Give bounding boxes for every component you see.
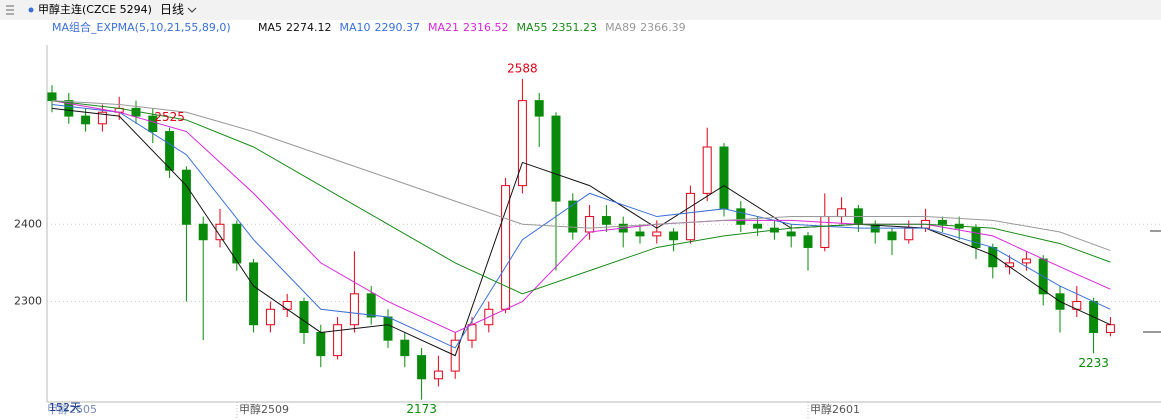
header-bar — [0, 0, 1161, 20]
candle-body — [417, 355, 427, 380]
candle-body — [1105, 324, 1115, 333]
candle-body — [316, 331, 326, 357]
candle-body — [635, 231, 645, 237]
ma-line — [51, 100, 1111, 252]
candle-body — [467, 324, 477, 341]
menu-icon[interactable] — [6, 5, 14, 15]
x-label: 甲醇2505 — [47, 402, 97, 416]
candle-body — [181, 169, 191, 225]
candle-body — [753, 223, 763, 229]
candle-body — [64, 100, 74, 117]
candle-body — [81, 115, 91, 125]
legend-name: MA5 — [258, 21, 282, 34]
candle-body — [719, 146, 729, 210]
candle-body — [383, 316, 393, 341]
candle-body — [937, 219, 947, 225]
candle-body — [601, 216, 611, 225]
extreme-label: 2588 — [507, 62, 538, 76]
indicator[interactable]: MA组合_EXPMA(5,10,21,55,89,0) — [52, 20, 231, 34]
extreme-label: 2525 — [154, 110, 185, 124]
candle-body — [652, 231, 662, 237]
candle-body — [47, 92, 57, 102]
legend-name: MA55 — [517, 21, 548, 34]
candle-body — [165, 131, 175, 171]
candle-body — [551, 115, 561, 202]
bullet — [28, 7, 34, 13]
period[interactable]: 日线 — [160, 3, 184, 17]
candle-body — [904, 227, 914, 241]
x-label: 甲醇2509 — [239, 402, 289, 416]
candle-body — [702, 146, 712, 194]
candle-body — [517, 100, 527, 187]
candle-body — [333, 324, 343, 357]
extreme-label: 2173 — [406, 402, 437, 416]
candle-body — [349, 293, 359, 326]
candle-body — [198, 223, 208, 241]
legend-name: MA89 — [605, 21, 636, 34]
legend-name: MA21 — [428, 21, 459, 34]
candle-body — [97, 111, 107, 125]
legend-value: 2366.39 — [640, 21, 686, 34]
y-tick-label: 2400 — [14, 217, 42, 230]
candle-body — [669, 231, 679, 241]
candle-body — [837, 208, 847, 218]
candle-body — [887, 231, 897, 241]
candle-body — [265, 308, 275, 326]
legend-value: 2351.23 — [552, 21, 598, 34]
candle-body — [299, 301, 309, 333]
ma-line — [51, 100, 1111, 295]
y-tick-label: 2300 — [14, 295, 42, 308]
x-label: 甲醇2601 — [810, 402, 860, 416]
ma-line — [51, 100, 1111, 334]
candle-body — [820, 216, 830, 248]
ma-line — [51, 107, 1111, 357]
ma-line — [51, 104, 1111, 349]
candle-body — [736, 208, 746, 225]
dropdown-arrow[interactable] — [187, 7, 197, 13]
candle-body — [282, 301, 292, 310]
candle-body — [803, 235, 813, 248]
legend-value: 2290.37 — [375, 21, 421, 34]
candle-body — [400, 339, 410, 357]
candle-body — [971, 227, 981, 248]
candle-body — [249, 262, 259, 326]
candle-body — [148, 115, 158, 133]
legend-name: MA10 — [340, 21, 371, 34]
candle-body — [786, 231, 796, 237]
candle-body — [366, 293, 376, 318]
candle-body — [1021, 258, 1031, 264]
legend-value: 2316.52 — [463, 21, 509, 34]
candle-body — [433, 370, 443, 380]
candle-body — [534, 100, 544, 117]
candle-body — [585, 216, 595, 233]
candle-body — [215, 223, 225, 241]
extreme-label: 2233 — [1078, 356, 1109, 370]
x-label: 152天 — [49, 401, 81, 414]
chart-title[interactable]: 甲醇主连(CZCE 5294) — [38, 2, 152, 16]
candle-body — [568, 200, 578, 233]
candle-body — [685, 192, 695, 241]
candle-body — [232, 223, 242, 264]
legend-value: 2274.12 — [286, 21, 332, 34]
